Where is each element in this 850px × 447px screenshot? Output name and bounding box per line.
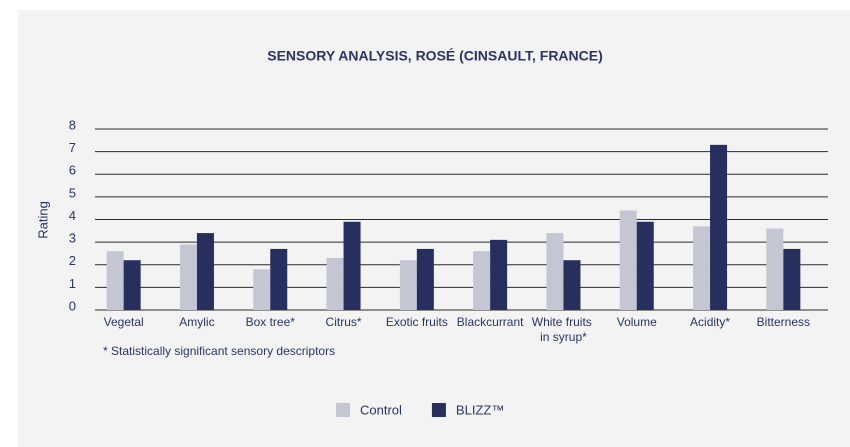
bar: [106, 251, 124, 310]
bar: [253, 269, 271, 310]
bar: [490, 239, 508, 310]
bar: [270, 248, 288, 310]
x-tick-label: Citrus*: [326, 315, 362, 329]
bar: [343, 221, 361, 310]
bar: [326, 257, 344, 310]
y-tick-label: 0: [69, 298, 76, 313]
y-tick-label: 4: [69, 208, 76, 223]
x-tick-label: White fruits in syrup*: [532, 315, 595, 344]
bar: [693, 226, 711, 310]
x-tick-label: Blackcurrant: [457, 315, 524, 329]
bar: [399, 260, 417, 310]
y-tick-label: 1: [69, 276, 76, 291]
bar: [783, 248, 801, 310]
y-tick-label: 2: [69, 253, 76, 268]
y-tick-label: 8: [69, 117, 76, 132]
legend-label: Control: [360, 402, 402, 417]
bar: [766, 228, 784, 310]
bar: [710, 144, 728, 310]
bar: [563, 260, 581, 310]
y-tick-label: 6: [69, 163, 76, 178]
x-tick-label: Acidity*: [690, 315, 730, 329]
bar: [473, 251, 491, 310]
bar: [123, 260, 141, 310]
x-tick-label: Amylic: [179, 315, 214, 329]
x-tick-label: Bitterness: [757, 315, 810, 329]
bar: [416, 248, 434, 310]
y-tick-label: 7: [69, 140, 76, 155]
bar: [179, 244, 197, 310]
x-tick-label: Exotic fruits: [386, 315, 448, 329]
legend-swatch: [336, 403, 350, 417]
y-axis-label: Rating: [35, 201, 50, 239]
x-tick-label: Vegetal: [104, 315, 144, 329]
legend-swatch: [431, 403, 446, 417]
bar: [546, 233, 564, 310]
chart-title: SENSORY ANALYSIS, ROSÉ (CINSAULT, FRANCE…: [267, 48, 603, 64]
y-tick-label: 3: [69, 231, 76, 246]
x-tick-label: Box tree*: [246, 315, 296, 329]
bar: [196, 233, 214, 310]
y-tick-label: 5: [69, 185, 76, 200]
legend-label: BLIZZ™: [456, 402, 504, 417]
footnote: * Statistically significant sensory desc…: [103, 344, 335, 358]
bar: [636, 221, 654, 310]
bar: [619, 210, 637, 310]
x-tick-label: Volume: [617, 315, 657, 329]
